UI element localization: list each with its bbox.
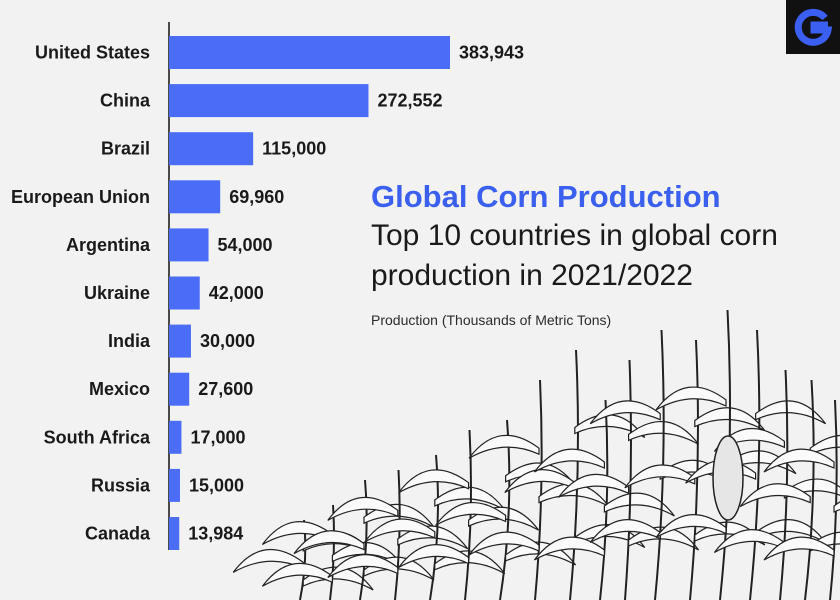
value-label: 42,000 bbox=[209, 283, 264, 303]
g-logo-icon bbox=[786, 0, 840, 54]
corn-leaf bbox=[261, 562, 333, 587]
corn-leaf bbox=[558, 473, 630, 498]
corn-leaf bbox=[327, 496, 399, 521]
bar-argentina bbox=[169, 228, 209, 262]
corn-leaf bbox=[603, 492, 675, 517]
category-label: South Africa bbox=[44, 427, 151, 447]
corn-stalk bbox=[829, 399, 838, 600]
corn-stalk bbox=[624, 359, 632, 600]
category-label: India bbox=[108, 331, 151, 351]
corn-leaf bbox=[574, 524, 646, 549]
corn-leaf bbox=[713, 529, 785, 554]
corn-leaf bbox=[589, 400, 661, 425]
corn-leaf bbox=[763, 448, 835, 473]
corn-leaf bbox=[755, 400, 827, 425]
corn-leaf bbox=[624, 464, 696, 489]
category-label: Argentina bbox=[66, 235, 151, 255]
category-label: China bbox=[100, 91, 151, 111]
corn-leaf bbox=[763, 536, 835, 561]
bar-south-africa bbox=[169, 420, 182, 454]
corn-stalk bbox=[599, 399, 609, 600]
bar-brazil bbox=[169, 132, 254, 166]
value-label: 17,000 bbox=[190, 427, 245, 447]
chart-subtitle: Top 10 countries in global corn producti… bbox=[371, 219, 778, 292]
corn-leaf bbox=[533, 448, 605, 473]
bar-china bbox=[169, 84, 369, 118]
corn-stalk bbox=[804, 379, 815, 600]
bar-european-union bbox=[169, 180, 221, 214]
corn-leaf bbox=[713, 427, 785, 452]
corn-leaf bbox=[655, 514, 727, 539]
corn-leaf bbox=[468, 531, 540, 556]
category-label: Mexico bbox=[89, 379, 150, 399]
category-label: Canada bbox=[85, 524, 151, 544]
category-label: Brazil bbox=[101, 139, 150, 159]
value-label: 272,552 bbox=[377, 91, 442, 111]
bar-russia bbox=[169, 468, 180, 502]
corn-stalk bbox=[749, 329, 761, 600]
value-label: 383,943 bbox=[459, 43, 524, 63]
value-label: 15,000 bbox=[189, 475, 244, 495]
title-block: Global Corn Production Top 10 countries … bbox=[371, 178, 831, 328]
corn-leaf bbox=[398, 544, 470, 569]
value-label: 115,000 bbox=[262, 139, 326, 159]
corn-leaf bbox=[293, 530, 365, 555]
corn-leaf bbox=[833, 501, 840, 513]
category-label: Russia bbox=[91, 475, 151, 495]
corn-leaf bbox=[232, 549, 304, 573]
value-label: 13,984 bbox=[188, 524, 243, 544]
bar-canada bbox=[169, 517, 180, 550]
corn-leaf bbox=[504, 469, 576, 494]
corn-stalk bbox=[569, 349, 579, 600]
bar-ukraine bbox=[169, 276, 200, 310]
category-label: Ukraine bbox=[84, 283, 150, 303]
corn-stalk bbox=[394, 469, 401, 600]
unit-note: Production (Thousands of Metric Tons) bbox=[371, 312, 612, 328]
value-label: 69,960 bbox=[229, 187, 284, 207]
corn-leaf bbox=[435, 502, 507, 526]
corn-field-illustration bbox=[232, 309, 840, 600]
bar-india bbox=[169, 324, 191, 358]
corn-leaf bbox=[655, 386, 727, 411]
bar-united-states bbox=[169, 36, 450, 69]
corn-leaf bbox=[327, 554, 399, 579]
corn-leaf bbox=[739, 483, 811, 508]
category-label: European Union bbox=[11, 187, 150, 207]
value-label: 27,600 bbox=[198, 379, 253, 399]
corn-leaf bbox=[398, 469, 470, 494]
chart-title: Global Corn Production bbox=[371, 179, 721, 214]
value-label: 30,000 bbox=[200, 331, 255, 351]
corn-cob bbox=[712, 435, 744, 521]
value-label: 54,000 bbox=[218, 235, 273, 255]
corn-leaf bbox=[533, 536, 605, 561]
corn-leaf bbox=[364, 518, 436, 543]
corn-leaf bbox=[809, 434, 840, 456]
bar-mexico bbox=[169, 372, 190, 406]
corn-leaf bbox=[589, 519, 661, 544]
corn-leaf bbox=[468, 434, 540, 459]
corn-stalk bbox=[534, 379, 543, 600]
category-label: United States bbox=[35, 43, 150, 63]
